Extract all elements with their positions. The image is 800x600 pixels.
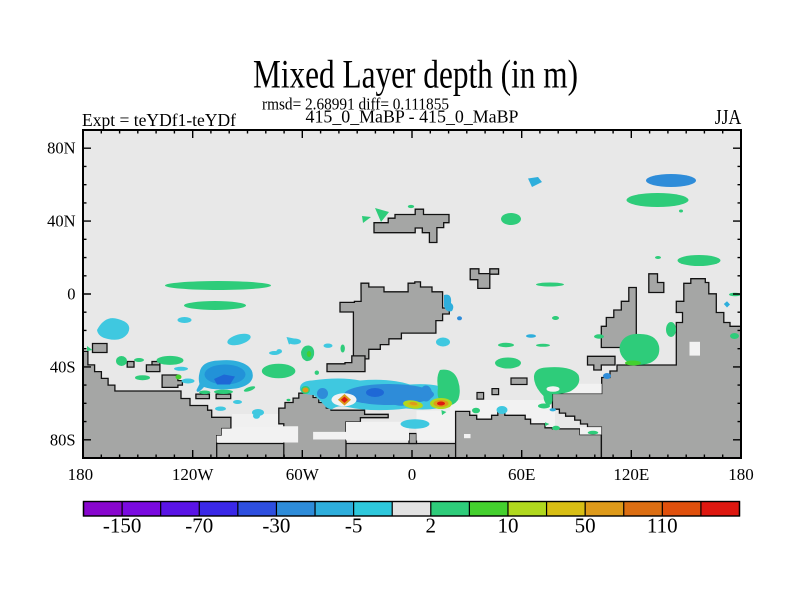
svg-text:40S: 40S	[50, 357, 76, 376]
svg-text:120E: 120E	[613, 465, 649, 484]
svg-text:Mixed Layer depth (in m): Mixed Layer depth (in m)	[253, 52, 578, 97]
svg-text:10: 10	[498, 514, 519, 538]
svg-text:-5: -5	[345, 514, 363, 538]
svg-text:JJA: JJA	[715, 105, 742, 129]
svg-text:Expt = teYDf1-teYDf: Expt = teYDf1-teYDf	[82, 110, 236, 130]
svg-text:2: 2	[426, 514, 437, 538]
svg-text:180: 180	[728, 465, 754, 484]
svg-text:120W: 120W	[172, 465, 215, 484]
svg-text:rmsd= 2.68991 diff= 0.111855: rmsd= 2.68991 diff= 0.111855	[262, 95, 449, 114]
svg-text:60E: 60E	[508, 465, 535, 484]
svg-text:-150: -150	[103, 514, 142, 538]
svg-text:40N: 40N	[47, 212, 76, 231]
svg-text:110: 110	[647, 514, 678, 538]
svg-text:-70: -70	[185, 514, 213, 538]
svg-text:415_0_MaBP - 415_0_MaBP: 415_0_MaBP - 415_0_MaBP	[306, 107, 519, 127]
svg-text:-30: -30	[262, 514, 290, 538]
svg-text:80S: 80S	[50, 430, 76, 449]
svg-text:80N: 80N	[47, 139, 76, 158]
svg-text:60W: 60W	[286, 465, 320, 484]
svg-text:180: 180	[68, 465, 94, 484]
svg-text:0: 0	[67, 285, 75, 304]
svg-text:50: 50	[575, 514, 596, 538]
svg-text:0: 0	[408, 465, 417, 484]
